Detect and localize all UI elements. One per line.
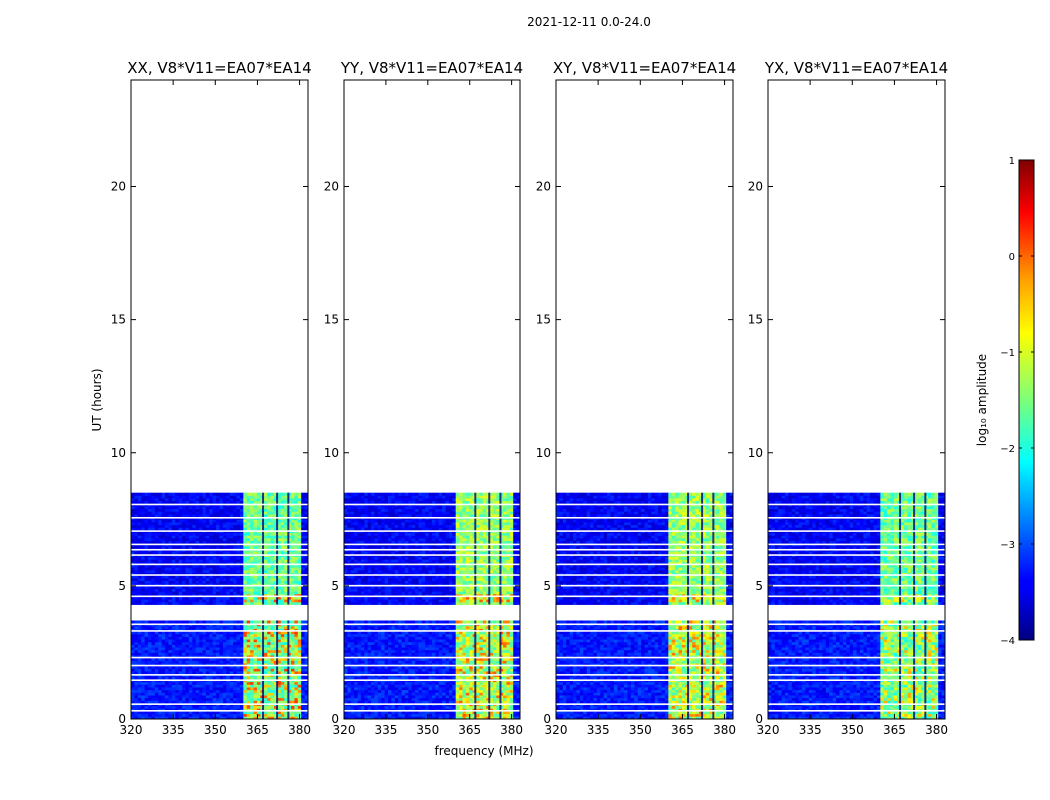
colorbar: 1 0 −1 −2 −3 −4 log₁₀ amplitude (975, 156, 1035, 647)
colorbar-ticks: 1 0 −1 −2 −3 −4 (1000, 156, 1034, 647)
y-tick-label: 15 (536, 313, 551, 327)
x-tick-label: 335 (162, 723, 185, 737)
x-tick-label: 350 (629, 723, 652, 737)
x-tick-label: 320 (545, 723, 568, 737)
x-tick-label: 380 (288, 723, 311, 737)
y-tick-label: 0 (755, 712, 763, 726)
x-tick-label: 335 (799, 723, 822, 737)
panel-1: XX, V8*V11=EA07*EA14 320 335 350 365 380 0 5 10 1… (111, 59, 312, 737)
y-tick-label: 5 (331, 579, 339, 593)
x-axis-label: frequency (MHz) (434, 744, 533, 758)
figure-title: 2021-12-11 0.0-24.0 (527, 15, 651, 29)
panel-4: YX, V8*V11=EA07*EA14 320 335 350 365 380 0 5 10 1… (748, 59, 948, 737)
x-tick-label: 350 (841, 723, 864, 737)
y-tick-label: 5 (118, 579, 126, 593)
panel-title: YY, V8*V11=EA07*EA14 (340, 59, 523, 77)
y-tick-label: 0 (331, 712, 339, 726)
y-tick-label: 5 (543, 579, 551, 593)
colorbar-tick-label: 1 (1009, 156, 1015, 167)
panel-frame (343, 79, 521, 720)
x-tick-label: 320 (333, 723, 356, 737)
y-tick-label: 20 (748, 180, 763, 194)
y-tick-label: 15 (748, 313, 763, 327)
y-tick-label: 15 (324, 313, 339, 327)
y-tick-label: 20 (536, 180, 551, 194)
x-tick-label: 350 (416, 723, 439, 737)
panel-title: XX, V8*V11=EA07*EA14 (127, 59, 311, 77)
colorbar-tick-label: −2 (1000, 444, 1015, 455)
x-tick-label: 380 (713, 723, 736, 737)
colorbar-tick-label: −1 (1000, 348, 1015, 359)
heatmap-image (344, 492, 520, 719)
y-axis-label: UT (hours) (90, 368, 104, 431)
x-tick-label: 320 (757, 723, 780, 737)
panel-2: YY, V8*V11=EA07*EA14 320 335 350 365 380 0 5 10 1… (324, 59, 523, 737)
x-tick-label: 380 (925, 723, 948, 737)
heatmap-image (768, 492, 945, 719)
y-tick-label: 20 (111, 180, 126, 194)
panels: XX, V8*V11=EA07*EA14 320 335 350 365 380 0 5 10 1… (111, 59, 948, 737)
panel-title: YX, V8*V11=EA07*EA14 (764, 59, 948, 77)
colorbar-gradient (1018, 159, 1035, 641)
x-tick-label: 320 (120, 723, 143, 737)
x-tick-label: 335 (587, 723, 610, 737)
colorbar-tick-label: −4 (1000, 636, 1015, 647)
panel-title: XY, V8*V11=EA07*EA14 (553, 59, 736, 77)
y-tick-label: 0 (543, 712, 551, 726)
x-tick-label: 365 (883, 723, 906, 737)
colorbar-tick-label: 0 (1009, 252, 1015, 263)
y-tick-label: 10 (111, 446, 126, 460)
colorbar-tick-label: −3 (1000, 540, 1015, 551)
x-tick-label: 335 (374, 723, 397, 737)
y-tick-label: 10 (324, 446, 339, 460)
panel-frame (130, 79, 309, 720)
y-tick-label: 0 (118, 712, 126, 726)
y-tick-label: 15 (111, 313, 126, 327)
panel-frame (767, 79, 946, 720)
x-tick-label: 365 (671, 723, 694, 737)
colorbar-label: log₁₀ amplitude (975, 354, 989, 446)
x-tick-label: 350 (204, 723, 227, 737)
heatmap-image (131, 492, 308, 719)
y-tick-label: 10 (536, 446, 551, 460)
x-tick-label: 380 (500, 723, 523, 737)
panel-3: XY, V8*V11=EA07*EA14 320 335 350 365 380 0 5 10 1… (536, 59, 736, 737)
heatmap-image (556, 492, 733, 719)
y-tick-label: 20 (324, 180, 339, 194)
x-tick-label: 365 (246, 723, 269, 737)
y-tick-label: 10 (748, 446, 763, 460)
y-tick-label: 5 (755, 579, 763, 593)
x-tick-label: 365 (458, 723, 481, 737)
panel-frame (555, 79, 734, 720)
